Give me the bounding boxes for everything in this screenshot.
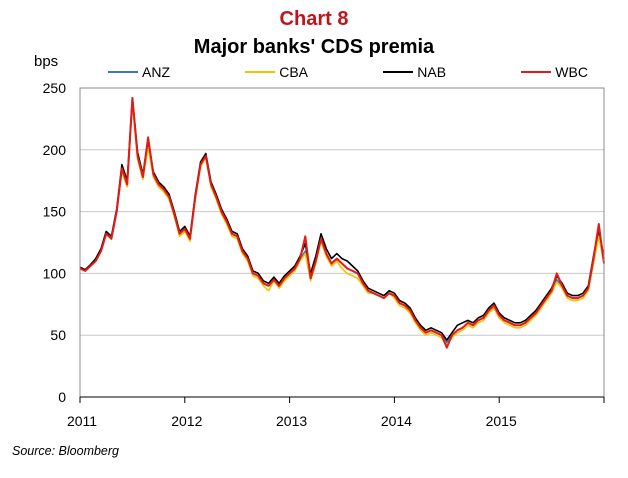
x-tick-label-2015: 2015 bbox=[486, 413, 517, 429]
grid-lines bbox=[80, 87, 604, 336]
legend-item-anz: ANZ bbox=[108, 64, 170, 80]
y-tick-label-150: 150 bbox=[43, 204, 67, 220]
series-line-wbc bbox=[79, 96, 605, 349]
legend-label-anz: ANZ bbox=[142, 64, 170, 80]
legend-item-cba: CBA bbox=[245, 64, 308, 80]
legend-swatch-anz bbox=[108, 71, 138, 73]
chart-number: Chart 8 bbox=[279, 8, 349, 30]
y-axis-label: bps bbox=[34, 53, 59, 70]
legend-swatch-nab bbox=[383, 71, 414, 73]
y-tick-label-200: 200 bbox=[43, 142, 67, 158]
y-tick-label-50: 50 bbox=[50, 327, 66, 343]
y-tick-label-100: 100 bbox=[43, 265, 67, 281]
source-note: Source: Bloomberg bbox=[12, 444, 120, 458]
series-line-anz bbox=[79, 99, 605, 344]
legend-item-wbc: WBC bbox=[521, 64, 588, 80]
x-tick-label-2014: 2014 bbox=[381, 413, 412, 429]
x-tick-label-2013: 2013 bbox=[276, 413, 307, 429]
x-tick-label-2012: 2012 bbox=[171, 413, 202, 429]
series-lines bbox=[79, 96, 605, 349]
x-tick-label-2011: 2011 bbox=[67, 413, 97, 429]
legend: ANZ CBA NAB WBC bbox=[108, 64, 588, 80]
legend-swatch-cba bbox=[245, 71, 276, 73]
y-tick-label-0: 0 bbox=[58, 389, 66, 405]
chart-title: Major banks' CDS premia bbox=[193, 36, 435, 58]
legend-label-cba: CBA bbox=[279, 64, 309, 80]
legend-label-nab: NAB bbox=[417, 64, 447, 80]
legend-swatch-wbc bbox=[521, 71, 552, 73]
axes: 0 50 100 150 200 250 2011 2012 2013 2014 2015 bbox=[43, 80, 605, 429]
y-tick-label-250: 250 bbox=[43, 80, 67, 96]
plot-border bbox=[79, 87, 605, 398]
legend-item-nab: NAB bbox=[383, 64, 446, 80]
series-line-nab bbox=[79, 97, 605, 341]
legend-label-wbc: WBC bbox=[555, 64, 588, 80]
series-line-cba bbox=[79, 102, 605, 346]
